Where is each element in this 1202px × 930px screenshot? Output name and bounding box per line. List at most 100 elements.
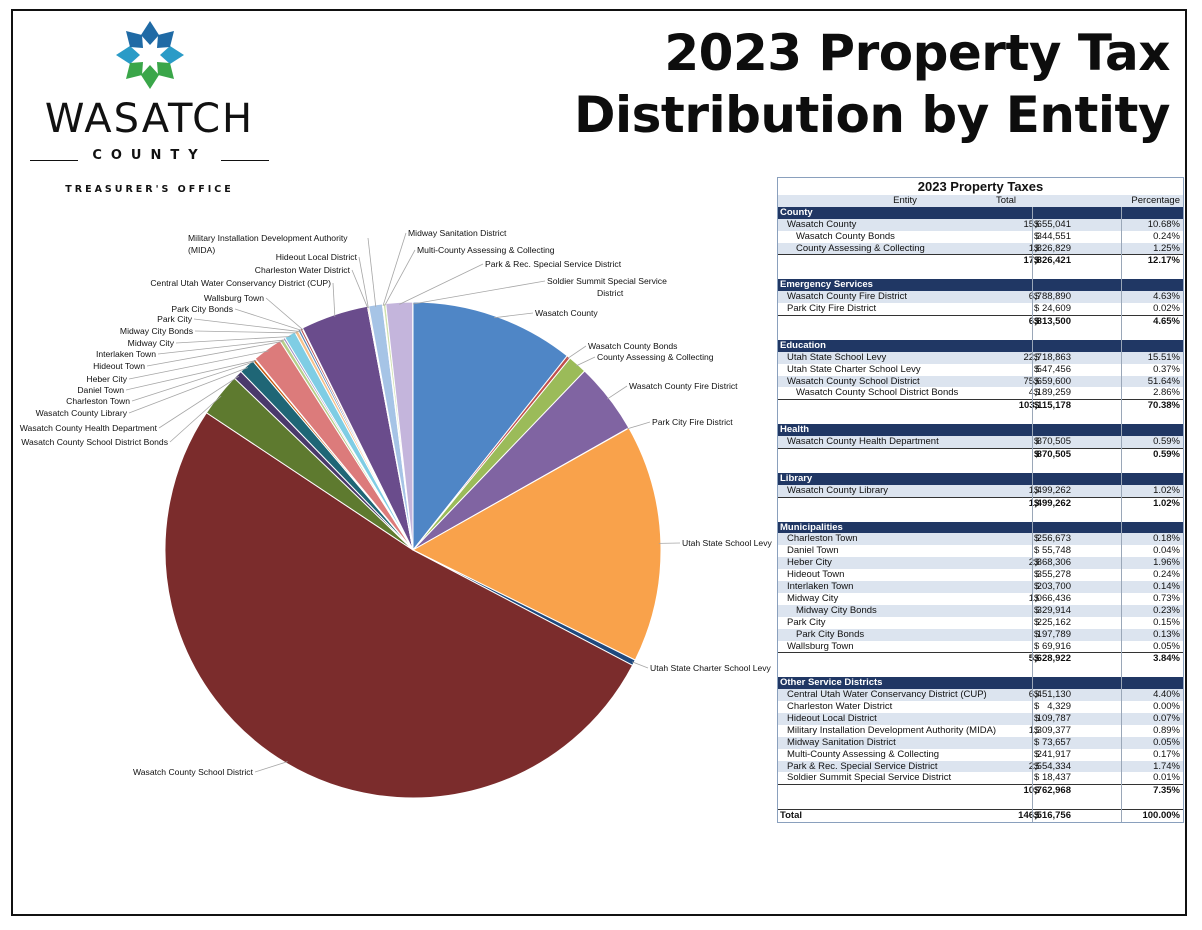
dollar-sign: $ <box>1034 387 1040 399</box>
table-row: Park City Fire District $24,609 0.02% <box>778 303 1183 315</box>
dollar-sign: $ <box>1034 303 1040 315</box>
entity-name: Wasatch County Library <box>787 484 889 496</box>
entity-name: Hideout Local District <box>787 712 877 724</box>
entity-amount: 2,868,306 <box>1028 557 1071 569</box>
spacer-row <box>778 461 1183 473</box>
pie-label-park-city-fire: Park City Fire District <box>652 417 733 427</box>
dollar-sign: $ <box>1034 255 1040 267</box>
table-row: Utah State Charter School Levy $547,456 0.… <box>778 364 1183 376</box>
subtotal-amount: 1,499,262 <box>1028 497 1071 509</box>
entity-name: Hideout Town <box>787 569 845 581</box>
pie-chart: Wasatch County Wasatch County Bonds Coun… <box>20 228 773 799</box>
leader-line-9 <box>158 375 240 429</box>
entity-name: Wasatch County <box>787 218 857 230</box>
entity-amount: 18,437 <box>1041 772 1071 784</box>
entity-amount: 4,189,259 <box>1028 387 1071 399</box>
subtotal-row: $870,505 0.59% <box>778 448 1183 461</box>
page-title-line-1: 2023 Property Tax <box>664 24 1170 82</box>
entity-percentage: 0.05% <box>1153 736 1180 748</box>
entity-percentage: 0.13% <box>1153 628 1180 640</box>
leader-line-2 <box>576 356 596 367</box>
subtotal-row: $5,628,922 3.84% <box>778 652 1183 665</box>
dollar-sign: $ <box>1034 592 1040 604</box>
dollar-sign: $ <box>1034 557 1040 569</box>
entity-percentage: 4.63% <box>1153 291 1180 303</box>
entity-amount: 547,456 <box>1036 363 1071 375</box>
entity-name: Midway Sanitation District <box>787 736 896 748</box>
entity-name: Wasatch County Health Department <box>787 436 939 448</box>
pie-label-cup: Central Utah Water Conservancy District … <box>150 278 331 288</box>
table-row: Park City $225,162 0.15% <box>778 617 1183 629</box>
entity-percentage: 0.37% <box>1153 363 1180 375</box>
subtotal-percentage: 70.38% <box>1147 400 1180 412</box>
table-row: Wasatch County School District $75,659,60… <box>778 375 1183 388</box>
entity-name: Midway City <box>787 592 839 604</box>
leader-line-23 <box>358 256 369 309</box>
entity-amount: 15,655,041 <box>1023 218 1071 230</box>
dollar-sign: $ <box>1034 701 1040 713</box>
entity-percentage: 0.02% <box>1153 303 1180 315</box>
entity-percentage: 0.73% <box>1153 592 1180 604</box>
property-tax-table: 2023 Property Taxes Entity Total Percent… <box>777 177 1184 824</box>
spacer-row <box>778 328 1183 340</box>
entity-name: Park City Bonds <box>796 628 865 640</box>
pie-label-county-assessing: County Assessing & Collecting <box>597 352 714 362</box>
subtotal-row: $103,115,178 70.38% <box>778 399 1183 412</box>
pie-label-hideout-town: Hideout Town <box>93 361 145 371</box>
entity-percentage: 0.15% <box>1153 616 1180 628</box>
subtotal-percentage: 4.65% <box>1153 316 1180 328</box>
table-row: Midway City Bonds $329,914 0.23% <box>778 604 1183 617</box>
entity-amount: 75,659,600 <box>1023 375 1071 387</box>
leader-line-0 <box>493 312 534 319</box>
entity-percentage: 1.74% <box>1153 760 1180 772</box>
col-pct-header: Percentage <box>1131 195 1180 206</box>
entity-amount: 4,329 <box>1047 701 1071 713</box>
entity-name: Wasatch County Bonds <box>796 230 895 242</box>
table-row: Wasatch County Health Department $870,505… <box>778 436 1183 449</box>
subtotal-amount: 10,762,968 <box>1023 785 1071 797</box>
entity-amount: 69,916 <box>1041 640 1071 652</box>
pie-label-soldier-summit: Soldier Summit Special Service <box>547 276 667 286</box>
leader-line-22 <box>351 269 369 309</box>
dollar-sign: $ <box>1034 436 1040 448</box>
entity-amount: 24,609 <box>1041 303 1071 315</box>
subtotal-row: $17,826,421 12.17% <box>778 254 1183 267</box>
dollar-sign: $ <box>1034 689 1040 701</box>
section-name: Education <box>780 339 826 351</box>
dollar-sign: $ <box>1034 375 1040 387</box>
spacer-row <box>778 797 1183 809</box>
dollar-sign: $ <box>1034 785 1040 797</box>
logo-office-text: TREASURER'S OFFICE <box>65 184 234 195</box>
entity-percentage: 0.14% <box>1153 581 1180 593</box>
leader-line-21 <box>332 282 336 317</box>
section-name: Library <box>780 472 813 484</box>
entity-percentage: 2.86% <box>1153 387 1180 399</box>
table-row: Hideout Local District $109,787 0.07% <box>778 712 1183 725</box>
dollar-sign: $ <box>1034 400 1040 412</box>
subtotal-amount: 6,813,500 <box>1028 316 1071 328</box>
dollar-sign: $ <box>1034 628 1040 640</box>
leader-line-8 <box>169 395 222 443</box>
table-row: Soldier Summit Special Service District $… <box>778 772 1183 784</box>
entity-name: Central Utah Water Conservancy District … <box>787 689 987 701</box>
col-total-header: Total <box>995 195 1017 206</box>
col-entity-header: Entity <box>893 195 917 206</box>
column-divider <box>1032 207 1033 823</box>
table-row: Midway City $1,066,436 0.73% <box>778 593 1183 605</box>
table-row: Daniel Town $55,748 0.04% <box>778 545 1183 557</box>
entity-percentage: 1.25% <box>1153 242 1180 254</box>
entity-name: Wallsburg Town <box>787 640 854 652</box>
pie-label-mida-2: (MIDA) <box>188 245 215 255</box>
entity-percentage: 0.07% <box>1153 712 1180 724</box>
subtotal-percentage: 1.02% <box>1153 497 1180 509</box>
pie-label-park-rec: Park & Rec. Special Service District <box>485 259 622 269</box>
pie-label-mida: Military Installation Development Author… <box>188 233 348 243</box>
pie-label-daniel-town: Daniel Town <box>77 385 124 395</box>
spacer-row <box>778 267 1183 279</box>
logo-county-text: COUNTY <box>92 148 207 163</box>
leader-line-24 <box>367 237 377 307</box>
entity-amount: 1,309,377 <box>1028 724 1071 736</box>
spacer-row <box>778 510 1183 522</box>
table-header-row: Entity Total Percentage <box>778 195 1183 207</box>
table-row: Wasatch County Library $1,499,262 1.02% <box>778 484 1183 497</box>
